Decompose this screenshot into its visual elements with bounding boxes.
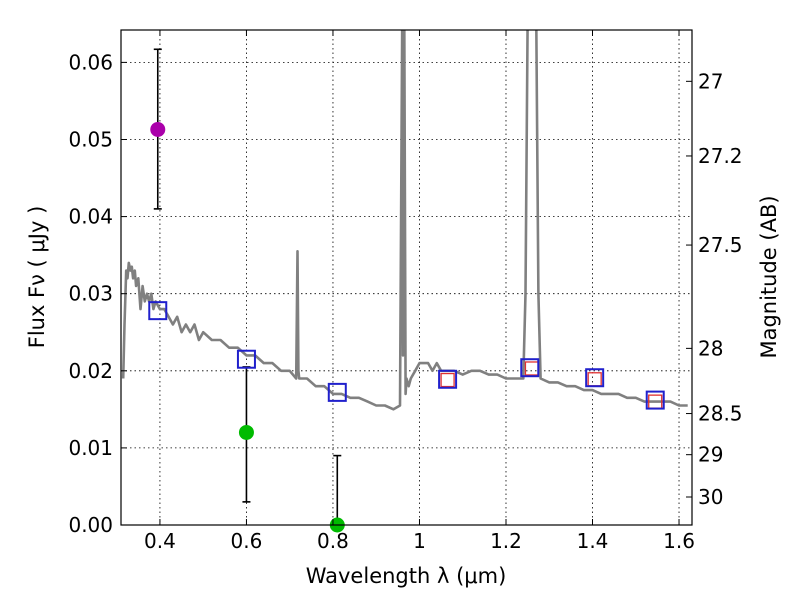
right-tick-label: 27 — [698, 69, 723, 93]
x-tick-label: 0.6 — [231, 529, 263, 553]
right-tick-label: 27.2 — [698, 144, 743, 168]
right-axis-label: Magnitude (AB) — [757, 195, 781, 358]
x-axis-label: Wavelength λ (μm) — [306, 564, 507, 588]
tick-layer: 0.4 0.6 0.8 1 1.2 1.4 1.6 0.00 0.01 0.02 0.03 0.04 0… — [68, 30, 743, 553]
x-tick-label: 1.2 — [490, 529, 522, 553]
x-tick-label: 1.4 — [577, 529, 609, 553]
marker-layer — [148, 48, 665, 533]
grid-lines — [121, 30, 692, 526]
y-tick-label: 0.05 — [68, 127, 113, 151]
observed-point — [238, 424, 254, 440]
observed-square — [440, 372, 455, 388]
y-tick-label: 0.01 — [68, 436, 113, 460]
model-photometry-square — [148, 301, 168, 321]
x-tick-label: 1.6 — [663, 529, 695, 553]
x-tick-label: 0.8 — [317, 529, 349, 553]
y-tick-label: 0.00 — [68, 513, 113, 537]
y-tick-label: 0.03 — [68, 282, 113, 306]
right-tick-label: 29 — [698, 443, 723, 467]
right-tick-label: 28.5 — [698, 402, 743, 426]
model-photometry-square — [327, 382, 347, 402]
y-tick-label: 0.02 — [68, 359, 113, 383]
model-photometry-square — [585, 368, 605, 388]
x-tick-label: 1 — [413, 529, 426, 553]
y-tick-label: 0.06 — [68, 50, 113, 74]
y-tick-label: 0.04 — [68, 205, 113, 229]
series-layer — [121, 30, 688, 411]
observed-square — [524, 361, 540, 376]
right-tick-label: 30 — [698, 485, 723, 509]
observed-point — [150, 121, 166, 137]
model-photometry-square — [520, 358, 540, 378]
model-photometry-square — [236, 349, 256, 369]
observed-square — [587, 372, 602, 387]
model-photometry-square — [438, 369, 458, 389]
x-tick-label: 0.4 — [144, 529, 176, 553]
right-tick-label: 28 — [698, 336, 723, 360]
model-sed-line — [121, 30, 688, 411]
right-tick-label: 27.5 — [698, 233, 743, 257]
model-photometry-square — [645, 390, 665, 410]
y-axis-label: Flux Fν ( μJy ) — [25, 206, 49, 349]
plot-frame — [120, 29, 693, 526]
